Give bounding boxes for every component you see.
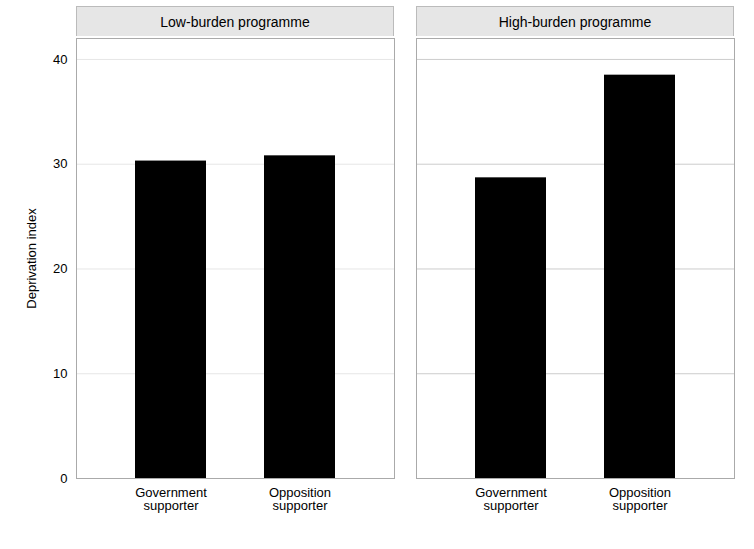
- svg-text:Governmentsupporter: Governmentsupporter: [135, 485, 207, 513]
- svg-text:40: 40: [53, 52, 67, 67]
- html-text:Low-burden programme: Low-burden programme: [160, 14, 310, 30]
- svg-text:10: 10: [53, 366, 67, 381]
- svg-text:0: 0: [60, 471, 67, 486]
- svg-text:30: 30: [53, 156, 67, 171]
- svg-text:20: 20: [53, 261, 67, 276]
- svg-text:Oppositionsupporter: Oppositionsupporter: [269, 485, 331, 513]
- svg-text:Governmentsupporter: Governmentsupporter: [475, 485, 547, 513]
- html-text:High-burden programme: High-burden programme: [498, 14, 652, 30]
- svg-text:Oppositionsupporter: Oppositionsupporter: [609, 485, 671, 513]
- svg-text:Deprivation index: Deprivation index: [24, 208, 39, 309]
